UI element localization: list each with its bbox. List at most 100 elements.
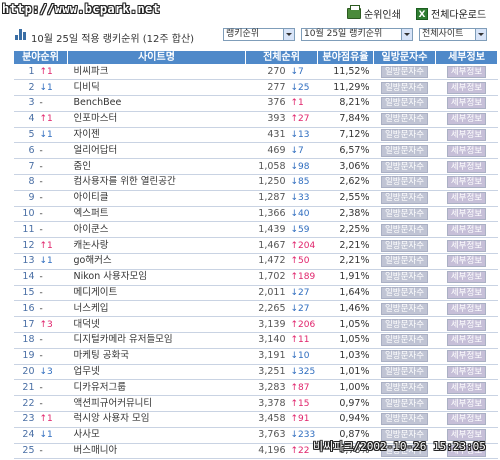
details-button[interactable]: 세부정보 xyxy=(446,223,487,236)
details-button[interactable]: 세부정보 xyxy=(446,113,487,126)
site-name-link[interactable]: 럭시앙 사용자 모임 xyxy=(67,411,246,428)
daily-visitors-button[interactable]: 일방문자수 xyxy=(380,271,429,284)
site-name-link[interactable]: 인포마스터 xyxy=(67,111,246,128)
daily-visitors-button[interactable]: 일방문자수 xyxy=(380,381,429,394)
daily-visitors-button[interactable]: 일방문자수 xyxy=(380,176,429,189)
site-name-link[interactable]: 업무넷 xyxy=(67,364,246,381)
site-name-link[interactable]: 얼리어답터 xyxy=(67,142,246,160)
site-name-link[interactable]: 디카유저그룹 xyxy=(67,379,246,397)
col-header-site-name[interactable]: 사이트명 xyxy=(67,51,246,64)
daily-visitors-button[interactable]: 일방문자수 xyxy=(380,113,429,126)
rank-date-select[interactable]: 10월 25일 랭키순위 xyxy=(301,28,413,41)
site-name-link[interactable]: 컴사용자를 위한 열린공간 xyxy=(67,174,246,191)
details-button[interactable]: 세부정보 xyxy=(446,160,487,173)
details-button[interactable]: 세부정보 xyxy=(446,192,487,205)
daily-visitors-button[interactable]: 일방문자수 xyxy=(380,65,429,78)
daily-visitors-button[interactable]: 일방문자수 xyxy=(380,397,429,410)
total-rank: 3,283 xyxy=(245,379,288,397)
details-button[interactable]: 세부정보 xyxy=(446,129,487,142)
daily-visitors-button[interactable]: 일방문자수 xyxy=(380,302,429,315)
details-button[interactable]: 세부정보 xyxy=(446,208,487,221)
total-rank-change: ↓10 xyxy=(287,348,318,365)
details-button[interactable]: 세부정보 xyxy=(446,397,487,410)
site-name-link[interactable]: 디지털카메라 유저들모임 xyxy=(67,332,246,349)
table-row: 21- 디카유저그룹 3,283 ↑87 1,00% 일방문자수 세부정보 xyxy=(13,379,498,397)
details-button[interactable]: 세부정보 xyxy=(446,429,487,442)
site-name-link[interactable]: 마케팅 공화국 xyxy=(67,348,246,365)
daily-visitors-button[interactable]: 일방문자수 xyxy=(380,255,429,268)
site-name-link[interactable]: 디비딕 xyxy=(67,79,246,97)
site-name-link[interactable]: BenchBee xyxy=(67,95,246,112)
site-name-link[interactable]: Nikon 사용자모임 xyxy=(67,269,246,286)
site-name-link[interactable]: 아이티클 xyxy=(67,190,246,207)
site-name-link[interactable]: 줌인 xyxy=(67,158,246,176)
site-name-link[interactable]: 비씨파크 xyxy=(67,64,246,81)
details-button[interactable]: 세부정보 xyxy=(446,445,487,458)
download-all-link[interactable]: X 전체다운로드 xyxy=(416,6,486,21)
site-scope-select[interactable]: 전체사이트 xyxy=(419,28,487,41)
site-name-link[interactable]: 사사모 xyxy=(67,427,246,444)
category-share: 2,21% xyxy=(317,253,374,270)
daily-visitors-button[interactable]: 일방문자수 xyxy=(380,208,429,221)
category-share: 1,05% xyxy=(317,332,374,349)
daily-visitors-button[interactable]: 일방문자수 xyxy=(380,318,429,331)
site-name-link[interactable]: 아이쿤스 xyxy=(67,221,246,239)
table-row: 15- 메디게이트 2,011 ↓27 1,64% 일방문자수 세부정보 xyxy=(13,285,498,302)
site-name-link[interactable]: go해커스 xyxy=(67,253,246,270)
print-rank-link[interactable]: 순위인쇄 xyxy=(347,5,401,21)
daily-visitors-button[interactable]: 일방문자수 xyxy=(380,287,429,300)
daily-visitors-button[interactable]: 일방문자수 xyxy=(380,350,429,363)
daily-visitors-button[interactable]: 일방문자수 xyxy=(380,334,429,347)
category-rank: 4 xyxy=(13,111,37,128)
site-name-link[interactable]: 캐논사랑 xyxy=(67,237,246,255)
details-button[interactable]: 세부정보 xyxy=(446,318,487,331)
details-button[interactable]: 세부정보 xyxy=(446,65,487,78)
table-row: 4 ↑1 인포마스터 393 ↑27 7,84% 일방문자수 세부정보 xyxy=(13,111,498,128)
details-button[interactable]: 세부정보 xyxy=(446,144,487,157)
daily-visitors-button[interactable]: 일방문자수 xyxy=(380,81,429,94)
daily-visitors-button[interactable]: 일방문자수 xyxy=(380,429,429,442)
total-rank: 1,366 xyxy=(245,206,288,223)
rank-type-select[interactable]: 랭키순위 xyxy=(223,28,295,41)
details-button[interactable]: 세부정보 xyxy=(446,255,487,268)
site-name-link[interactable]: 메디게이트 xyxy=(67,285,246,302)
print-rank-label: 순위인쇄 xyxy=(364,10,401,21)
table-row: 3- BenchBee 376 ↑1 8,21% 일방문자수 세부정보 xyxy=(13,95,498,112)
details-button[interactable]: 세부정보 xyxy=(446,287,487,300)
category-rank-change: - xyxy=(36,221,68,239)
site-name-link[interactable]: 자이젠 xyxy=(67,127,246,144)
daily-visitors-button[interactable]: 일방문자수 xyxy=(380,223,429,236)
daily-visitors-button[interactable]: 일방문자수 xyxy=(380,413,429,426)
details-button[interactable]: 세부정보 xyxy=(446,81,487,94)
daily-visitors-button[interactable]: 일방문자수 xyxy=(380,97,429,110)
details-button[interactable]: 세부정보 xyxy=(446,366,487,379)
details-button[interactable]: 세부정보 xyxy=(446,302,487,315)
col-header-total-rank[interactable]: 전체순위 xyxy=(245,51,318,64)
details-button[interactable]: 세부정보 xyxy=(446,271,487,284)
daily-visitors-button[interactable]: 일방문자수 xyxy=(380,160,429,173)
daily-visitors-button[interactable]: 일방문자수 xyxy=(380,239,429,252)
col-header-share[interactable]: 분야점유율 xyxy=(317,51,374,64)
daily-visitors-button[interactable]: 일방문자수 xyxy=(380,366,429,379)
total-rank: 3,191 xyxy=(245,348,288,365)
details-button[interactable]: 세부정보 xyxy=(446,413,487,426)
site-name-link[interactable]: 너스케입 xyxy=(67,300,246,318)
site-name-link[interactable]: 액션피규어커뮤니티 xyxy=(67,395,246,413)
table-row: 2 ↓1 디비딕 277 ↓25 11,29% 일방문자수 세부정보 xyxy=(13,79,498,97)
category-share: 0,78% xyxy=(317,443,374,460)
details-button[interactable]: 세부정보 xyxy=(446,97,487,110)
col-header-category-rank[interactable]: 분야순위 xyxy=(13,51,68,64)
site-name-link[interactable]: 버스매니아 xyxy=(67,443,246,460)
table-row: 17 ↑3 대덕넷 3,139 ↑206 1,05% 일방문자수 세부정보 xyxy=(13,316,498,334)
details-button[interactable]: 세부정보 xyxy=(446,334,487,347)
details-button[interactable]: 세부정보 xyxy=(446,239,487,252)
daily-visitors-button[interactable]: 일방문자수 xyxy=(380,445,429,458)
daily-visitors-button[interactable]: 일방문자수 xyxy=(380,129,429,142)
site-name-link[interactable]: 대덕넷 xyxy=(67,316,246,334)
daily-visitors-button[interactable]: 일방문자수 xyxy=(380,144,429,157)
details-button[interactable]: 세부정보 xyxy=(446,176,487,189)
daily-visitors-button[interactable]: 일방문자수 xyxy=(380,192,429,205)
details-button[interactable]: 세부정보 xyxy=(446,381,487,394)
site-name-link[interactable]: 엑스퍼트 xyxy=(67,206,246,223)
details-button[interactable]: 세부정보 xyxy=(446,350,487,363)
